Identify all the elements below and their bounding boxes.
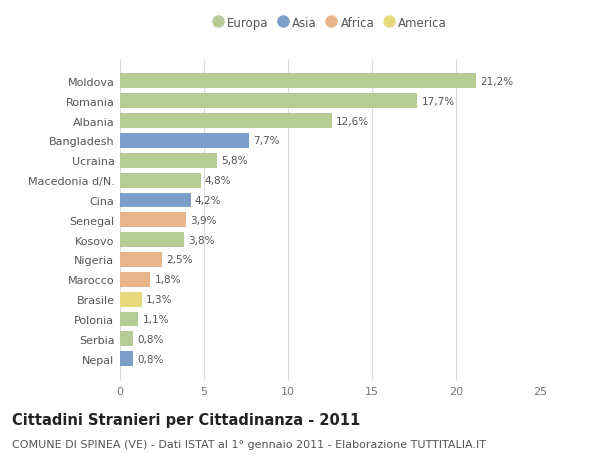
Text: 12,6%: 12,6%	[336, 116, 369, 126]
Text: 7,7%: 7,7%	[254, 136, 280, 146]
Bar	[120, 193, 191, 208]
Text: 4,8%: 4,8%	[205, 176, 232, 186]
Text: COMUNE DI SPINEA (VE) - Dati ISTAT al 1° gennaio 2011 - Elaborazione TUTTITALIA.: COMUNE DI SPINEA (VE) - Dati ISTAT al 1°…	[12, 440, 486, 449]
Text: 1,8%: 1,8%	[154, 275, 181, 285]
Bar	[120, 174, 200, 188]
Bar	[120, 153, 217, 168]
Bar	[120, 292, 142, 307]
Text: 1,1%: 1,1%	[143, 314, 169, 325]
Text: 1,3%: 1,3%	[146, 295, 173, 304]
Bar	[120, 74, 476, 89]
Bar	[120, 114, 332, 129]
Bar	[120, 312, 139, 327]
Text: 3,8%: 3,8%	[188, 235, 215, 245]
Text: 2,5%: 2,5%	[166, 255, 193, 265]
Bar	[120, 134, 250, 149]
Text: 0,8%: 0,8%	[137, 354, 164, 364]
Legend: Europa, Asia, Africa, America: Europa, Asia, Africa, America	[211, 14, 449, 32]
Bar	[120, 272, 150, 287]
Text: Cittadini Stranieri per Cittadinanza - 2011: Cittadini Stranieri per Cittadinanza - 2…	[12, 413, 360, 428]
Bar	[120, 252, 162, 267]
Text: 17,7%: 17,7%	[422, 96, 455, 106]
Text: 0,8%: 0,8%	[137, 334, 164, 344]
Text: 4,2%: 4,2%	[195, 196, 221, 206]
Text: 21,2%: 21,2%	[481, 77, 514, 87]
Text: 3,9%: 3,9%	[190, 215, 216, 225]
Bar	[120, 94, 418, 109]
Bar	[120, 233, 184, 247]
Bar	[120, 332, 133, 347]
Bar	[120, 213, 185, 228]
Bar	[120, 352, 133, 366]
Text: 5,8%: 5,8%	[221, 156, 248, 166]
